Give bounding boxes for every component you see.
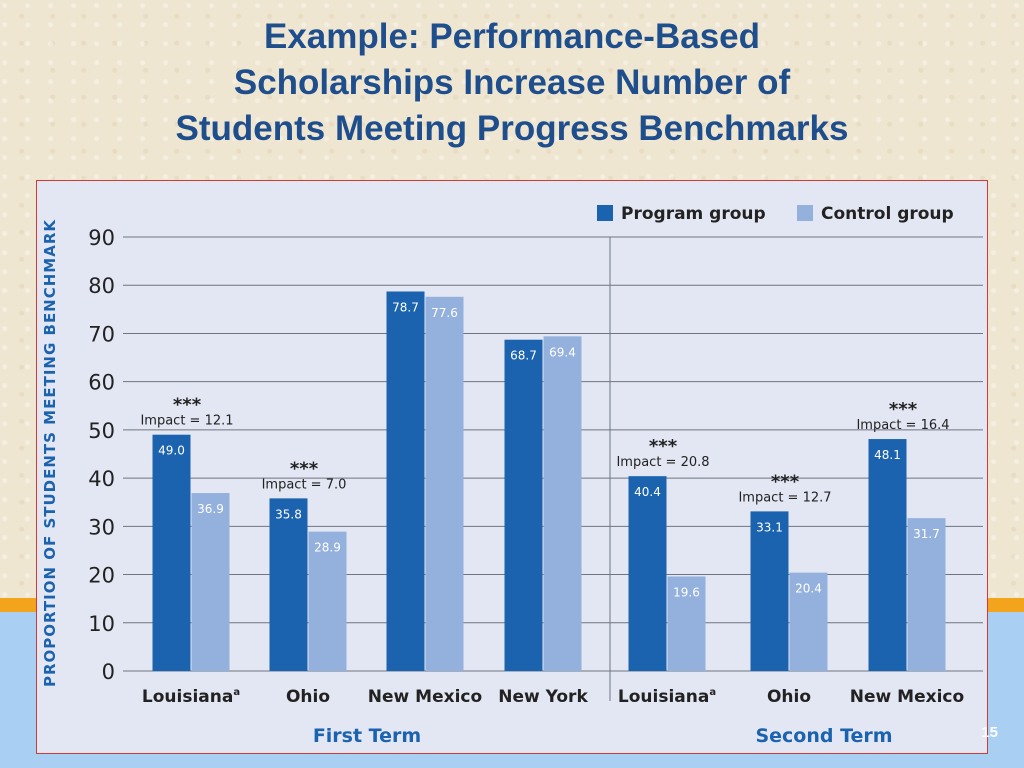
x-category-label: New York <box>498 687 588 707</box>
term-label-second: Second Term <box>755 725 892 747</box>
term-label-first: First Term <box>313 725 421 747</box>
data-label-control: 20.4 <box>795 582 822 596</box>
data-label-control: 28.9 <box>314 541 341 555</box>
data-label-program: 48.1 <box>874 448 901 462</box>
y-axis-label: PROPORTION OF STUDENTS MEETING BENCHMARK <box>41 219 59 687</box>
y-tick-label: 10 <box>88 612 115 636</box>
bar-control <box>191 493 230 671</box>
bar-control <box>308 531 347 671</box>
bar-control <box>907 518 946 671</box>
bar-control <box>789 572 828 671</box>
impact-label: Impact = 16.4 <box>856 418 949 433</box>
bar-control <box>425 296 464 671</box>
x-category-label: Ohio <box>767 687 811 707</box>
y-tick-label: 50 <box>88 419 115 443</box>
impact-label: Impact = 12.1 <box>140 414 233 429</box>
chart-panel: 0 10 20 30 40 50 60 70 80 90 PROPORTION OF STUDENT… <box>36 180 988 754</box>
y-tick-label: 0 <box>102 660 115 684</box>
significance-stars: *** <box>771 471 800 492</box>
page-number: 15 <box>981 724 998 741</box>
impact-label: Impact = 20.8 <box>616 455 709 470</box>
data-label-program: 49.0 <box>158 444 185 458</box>
legend-swatch-program <box>597 205 613 221</box>
data-label-control: 19.6 <box>673 585 700 599</box>
significance-stars: *** <box>889 399 918 420</box>
x-category-label: New Mexico <box>368 687 482 707</box>
legend-label-control: Control group <box>821 204 954 224</box>
data-label-program: 35.8 <box>275 507 302 521</box>
data-label-control: 77.6 <box>431 306 458 320</box>
y-tick-label: 80 <box>88 274 115 298</box>
y-tick-label: 40 <box>88 467 115 491</box>
bar-program <box>152 434 191 671</box>
x-category-label: Ohio <box>286 687 330 707</box>
title-line-2: Scholarships Increase Number of <box>233 63 791 102</box>
y-tick-label: 90 <box>88 226 115 250</box>
x-category-label: Louisianaa <box>142 687 240 707</box>
data-label-program: 33.1 <box>756 520 783 534</box>
y-tick-label: 20 <box>88 564 115 588</box>
data-label-program: 78.7 <box>392 300 419 314</box>
legend-swatch-control <box>797 205 813 221</box>
slide-title: Example: Performance-Based Scholarships … <box>0 14 1024 152</box>
bar-program <box>750 511 789 671</box>
bar-program <box>269 498 308 671</box>
legend-label-program: Program group <box>621 204 766 224</box>
data-label-control: 69.4 <box>549 345 576 359</box>
impact-label: Impact = 7.0 <box>262 477 347 492</box>
y-tick-label: 60 <box>88 371 115 395</box>
significance-stars: *** <box>173 395 202 416</box>
y-tick-label: 70 <box>88 322 115 346</box>
bar-program <box>386 291 425 671</box>
significance-stars: *** <box>290 458 319 479</box>
x-category-label: Louisianaa <box>618 687 716 707</box>
data-label-program: 68.7 <box>510 349 537 363</box>
bar-control <box>543 336 582 671</box>
significance-stars: *** <box>649 436 678 457</box>
title-line-3: Students Meeting Progress Benchmarks <box>175 109 849 148</box>
data-label-program: 40.4 <box>634 485 661 499</box>
bar-program <box>868 439 907 671</box>
data-label-control: 31.7 <box>913 527 940 541</box>
y-tick-label: 30 <box>88 515 115 539</box>
bar-control <box>667 576 706 671</box>
impact-label: Impact = 12.7 <box>738 490 831 505</box>
title-line-1: Example: Performance-Based <box>263 17 761 56</box>
bar-program <box>628 476 667 671</box>
data-label-control: 36.9 <box>197 502 224 516</box>
bar-chart: 0 10 20 30 40 50 60 70 80 90 PROPORTION OF STUDENT… <box>41 204 983 747</box>
x-category-label: New Mexico <box>850 687 964 707</box>
bar-program <box>504 339 543 671</box>
